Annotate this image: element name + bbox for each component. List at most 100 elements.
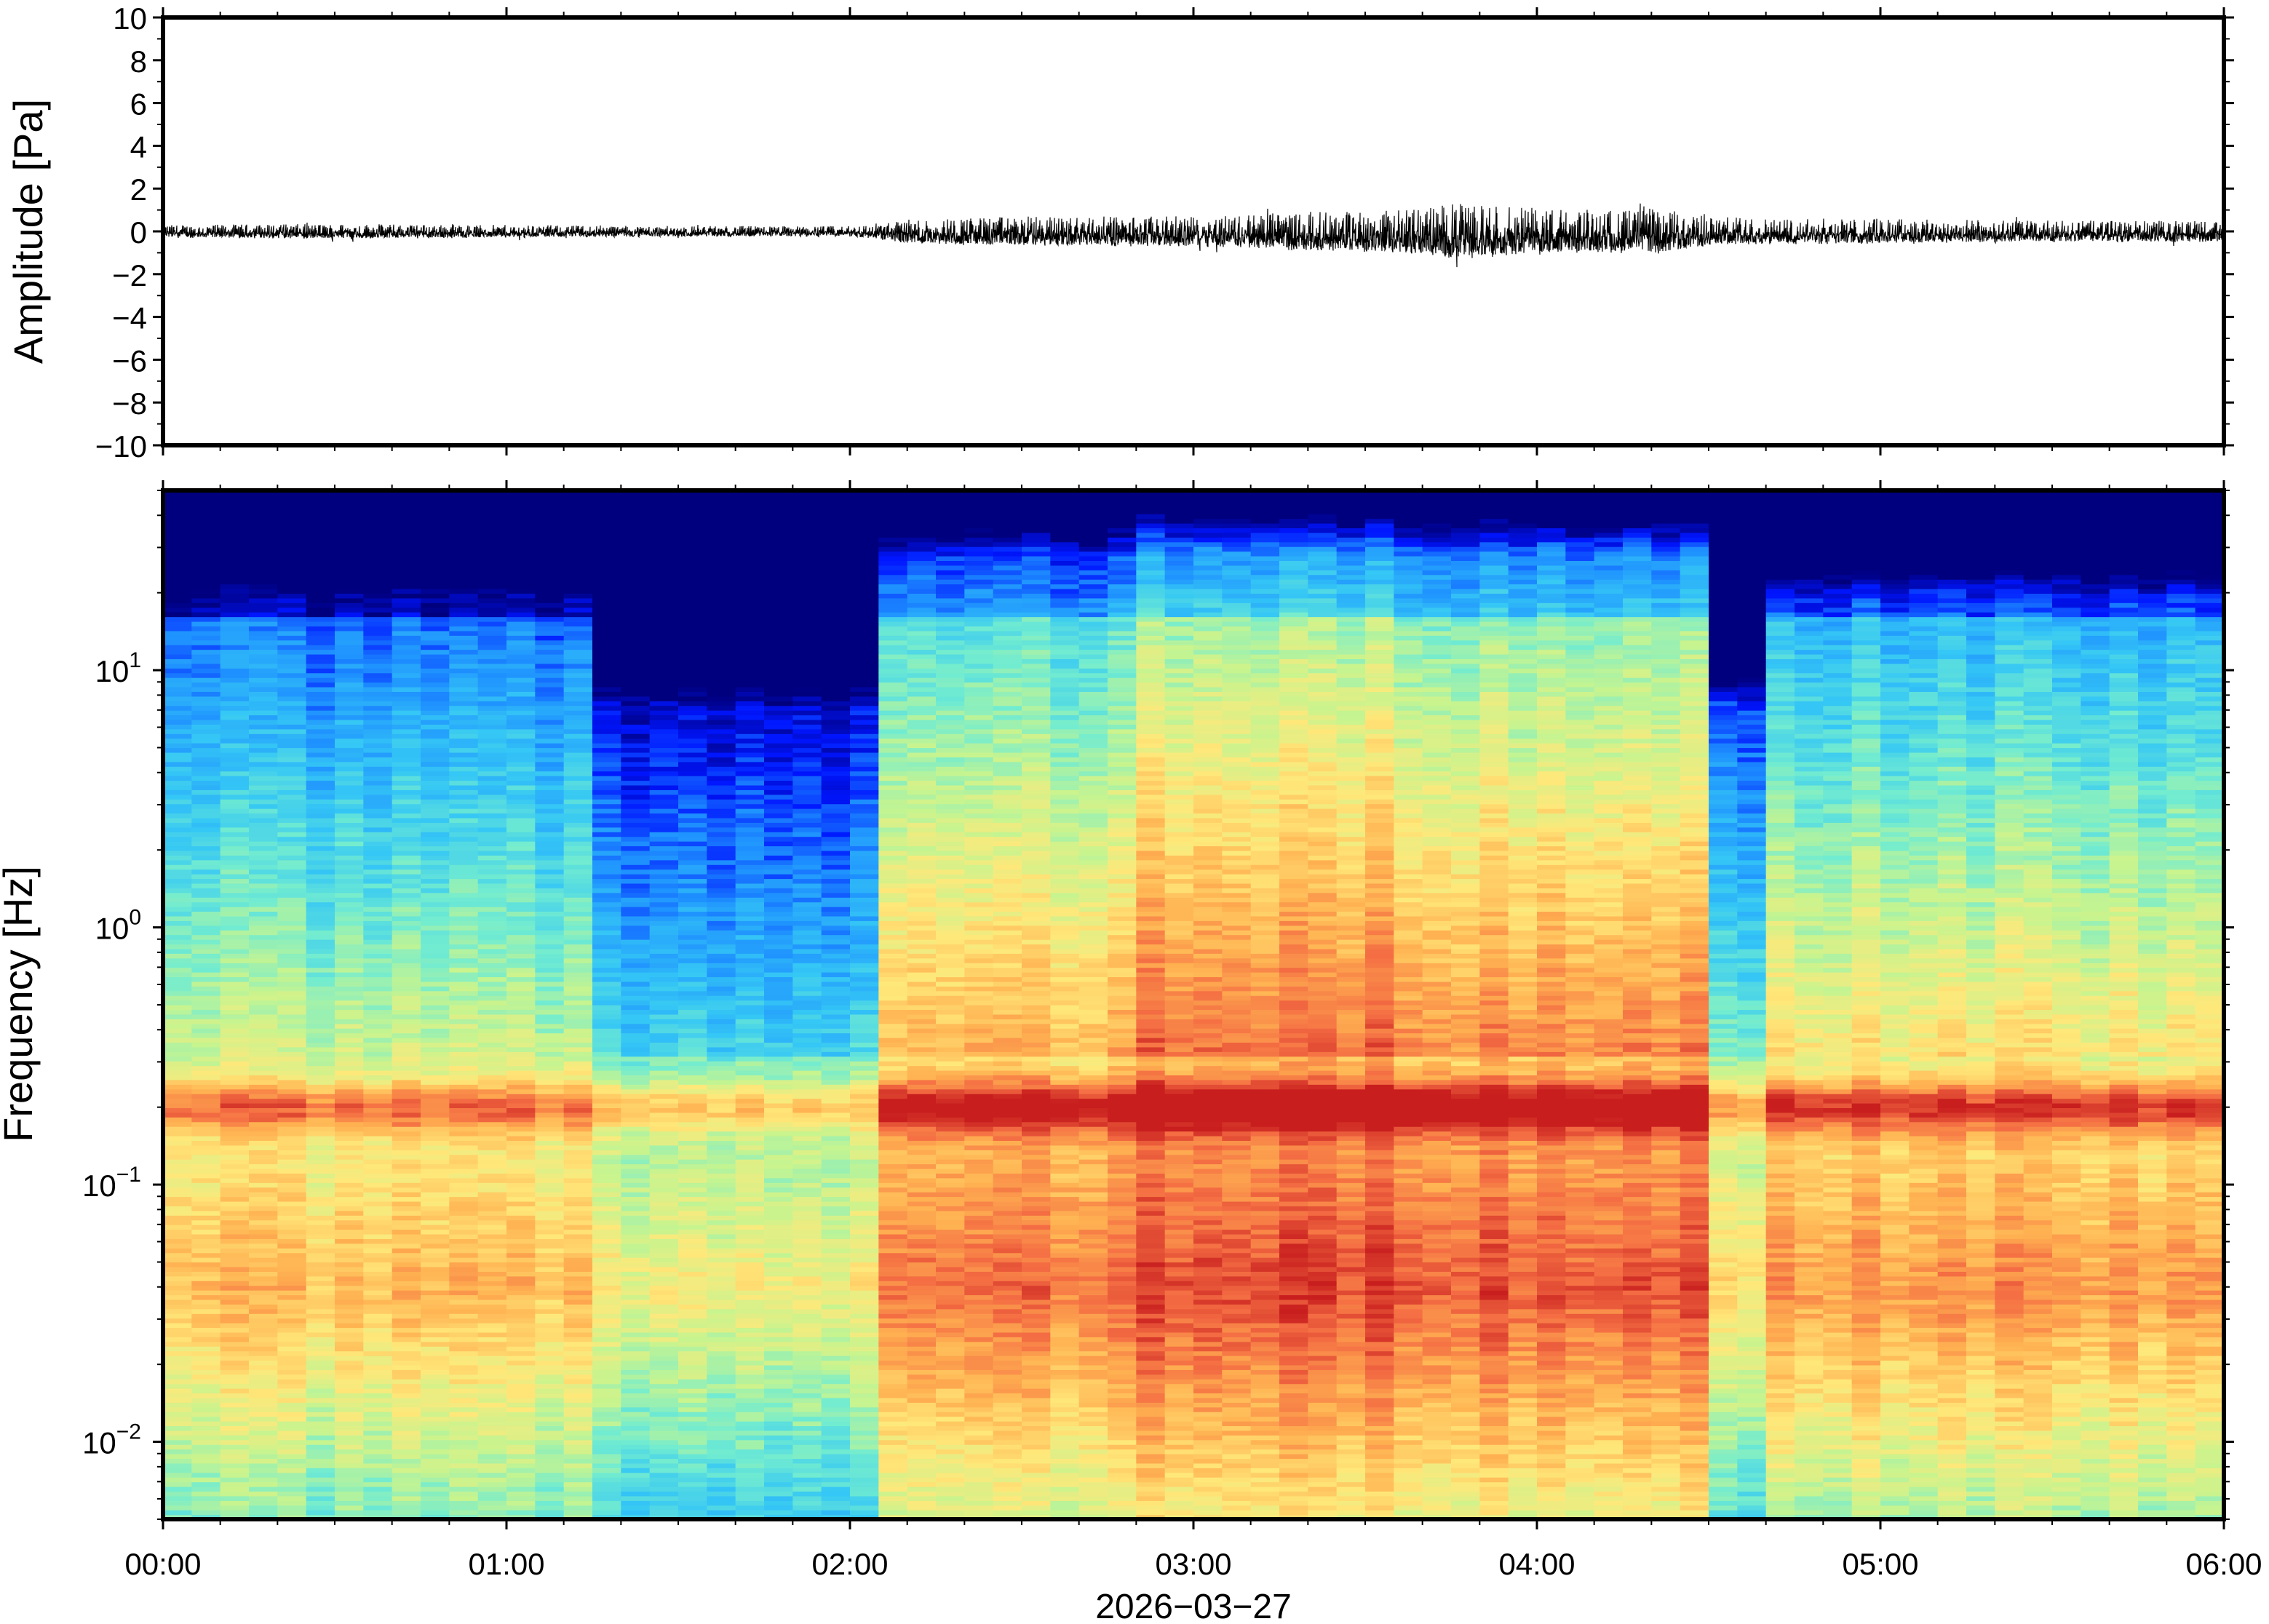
spectrogram-cell [421,1346,450,1351]
spectrogram-cell [392,565,421,570]
spectrogram-cell [335,1369,364,1374]
spectrogram-cell [306,617,335,622]
spectrogram-cell [764,1201,793,1206]
spectrogram-cell [306,1211,335,1216]
spectrogram-cell [592,589,621,594]
spectrogram-cell [163,1486,192,1492]
spectrogram-cell [535,1271,564,1276]
spectrogram-cell [220,1496,250,1501]
spectrogram-cell [163,664,192,669]
spectrogram-cell [421,1496,450,1501]
spectrogram-cell [764,1463,793,1468]
spectrogram-cell [277,963,306,968]
spectrogram-cell [220,687,250,692]
spectrogram-cell [678,748,707,753]
spectrogram-cell [478,907,507,912]
spectrogram-cell [421,575,450,580]
spectrogram-cell [736,893,765,898]
spectrogram-cell [736,1425,765,1430]
spectrogram-cell [707,1038,736,1043]
spectrogram-cell [564,528,593,533]
spectrogram-cell [564,1323,593,1328]
spectrogram-cell [592,1122,621,1127]
spectrogram-cell [707,1005,736,1010]
spectrogram-cell [535,691,564,696]
spectrogram-cell [421,509,450,514]
spectrogram-cell [564,845,593,851]
spectrogram-cell [449,874,478,879]
spectrogram-cell [363,1164,392,1169]
waveform-panel: 1086420−2−4−6−8−10 Amplitude [Pa] [5,1,2234,463]
spectrogram-cell [707,706,736,711]
spectrogram-cell [650,1510,679,1515]
spectrogram-cell [191,1164,220,1169]
spectrogram-cell [249,1294,278,1299]
spectrogram-cell [535,1458,564,1463]
spectrogram-cell [650,1374,679,1380]
spectrogram-cell [478,888,507,893]
spectrogram-cell [478,949,507,954]
spectrogram-cell [277,958,306,963]
spectrogram-cell [506,645,536,650]
spectrogram-cell [191,963,220,968]
spectrogram-cell [363,1075,392,1080]
spectrogram-cell [650,1047,679,1052]
spectrogram-cell [564,1440,593,1445]
spectrogram-cell [650,560,679,565]
spectrogram-cell [392,1243,421,1249]
spectrogram-cell [650,1417,679,1422]
spectrogram-cell [163,748,192,753]
spectrogram-cell [449,733,478,739]
spectrogram-cell [736,691,765,696]
spectrogram-cell [564,1402,593,1407]
spectrogram-cell [678,822,707,827]
spectrogram-cell [191,1463,220,1468]
spectrogram-cell [191,944,220,949]
spectrogram-cell [163,1318,192,1324]
spectrogram-cell [191,1243,220,1249]
spectrogram-cell [592,813,621,818]
spectrogram-cell [392,1323,421,1328]
spectrogram-cell [220,658,250,664]
spectrogram-cell [736,733,765,739]
spectrogram-cell [421,1136,450,1141]
spectrogram-cell [277,1398,306,1403]
spectrogram-cell [564,1019,593,1024]
spectrogram-cell [163,1033,192,1038]
spectrogram-cell [363,729,392,734]
spectrogram-cell [277,1463,306,1468]
spectrogram-cell [306,804,335,809]
spectrogram-cell [564,720,593,725]
spectrogram-cell [421,1238,450,1243]
spectrogram-cell [564,939,593,944]
spectrogram-cell [220,1164,250,1169]
spectrogram-cell [392,1211,421,1216]
spectrogram-cell [506,1309,536,1314]
spectrogram-cell [678,795,707,800]
spectrogram-cell [249,677,278,682]
spectrogram-cell [736,1262,765,1267]
spectrogram-cell [478,724,507,729]
spectrogram-cell [764,733,793,739]
spectrogram-cell [363,748,392,753]
spectrogram-cell [191,1430,220,1436]
spectrogram-cell [220,617,250,622]
spectrogram-cell [650,650,679,655]
spectrogram-cell [421,949,450,954]
spectrogram-cell [535,1107,564,1112]
spectrogram-cell [163,589,192,594]
spectrogram-cell [421,1122,450,1127]
spectrogram-cell [277,1112,306,1118]
spectrogram-cell [449,1276,478,1281]
spectrogram-cell [707,1369,736,1374]
spectrogram-cell [535,976,564,982]
spectrogram-cell [449,631,478,636]
spectrogram-cell [564,1351,593,1356]
spectrogram-cell [335,1449,364,1454]
spectrogram-cell [707,1281,736,1286]
spectrogram-cell [478,1430,507,1436]
spectrogram-cell [449,907,478,912]
spectrogram-cell [736,1225,765,1230]
spectrogram-cell [736,608,765,613]
spectrogram-cell [363,1009,392,1014]
